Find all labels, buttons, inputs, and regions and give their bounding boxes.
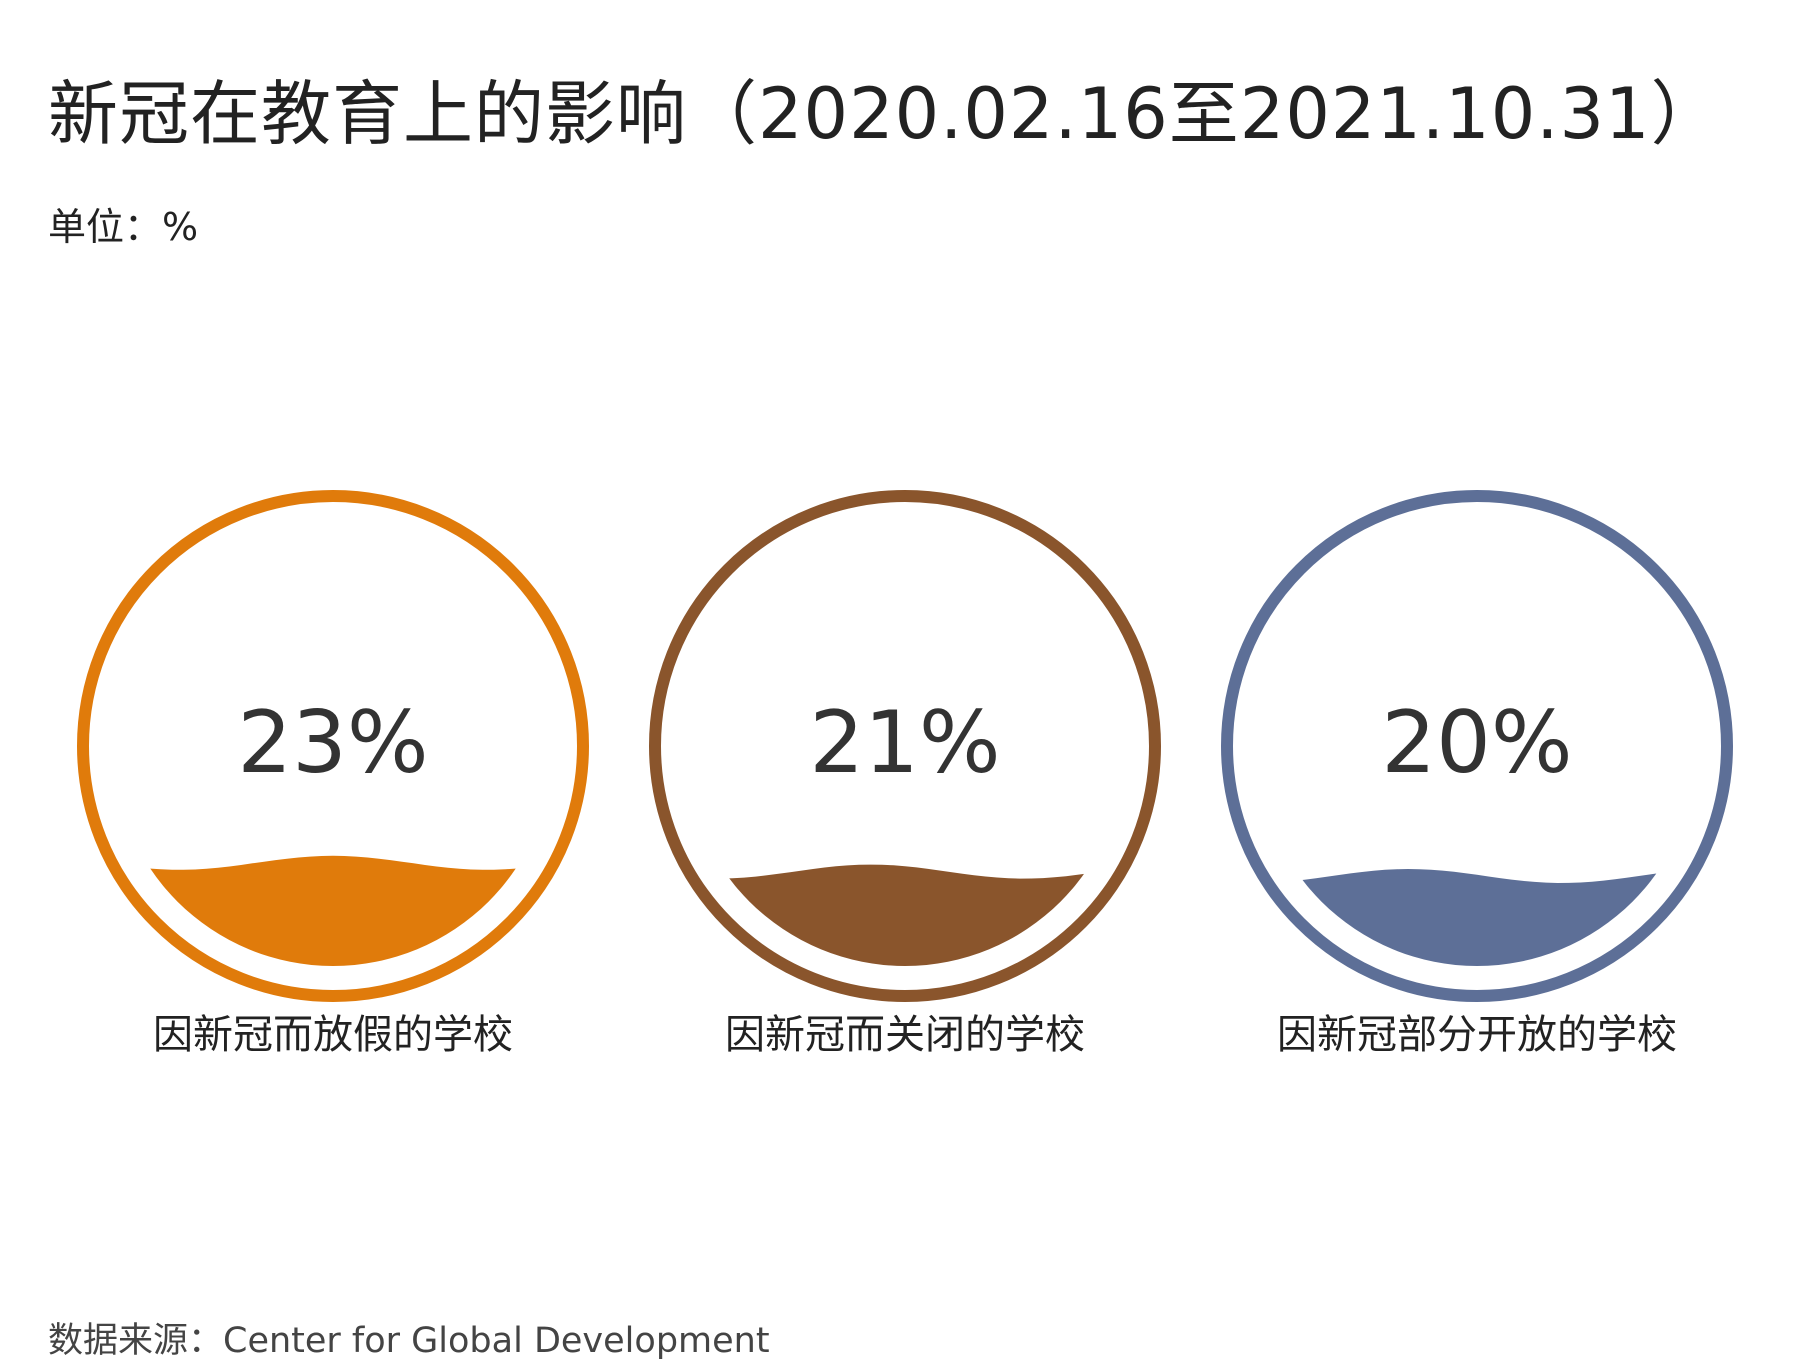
gauge-3-value-label: 20% [1381, 693, 1572, 793]
gauge-2: 21% 因新冠而关闭的学校 [649, 490, 1161, 1058]
gauge-1-category-label: 因新冠而放假的学校 [153, 1012, 513, 1058]
gauge-3-category-label: 因新冠部分开放的学校 [1277, 1012, 1677, 1058]
gauge-1-fill [113, 855, 553, 966]
gauge-3-ring [1221, 490, 1733, 1002]
gauge-3-fill [1257, 869, 1697, 966]
gauge-2-fill [685, 864, 1125, 966]
gauge-2-value-label: 21% [809, 693, 1000, 793]
source-note: 数据来源：Center for Global Development [48, 1321, 770, 1361]
chart-title: 新冠在教育上的影响（2020.02.16至2021.10.31） [48, 73, 1722, 155]
gauge-3: 20% 因新冠部分开放的学校 [1221, 490, 1733, 1058]
gauge-1: 23% 因新冠而放假的学校 [77, 490, 589, 1058]
gauge-1-ring [77, 490, 589, 1002]
unit-label: 单位：% [48, 205, 199, 249]
gauge-2-ring [649, 490, 1161, 1002]
gauge-2-category-label: 因新冠而关闭的学校 [725, 1012, 1085, 1058]
gauge-1-value-label: 23% [237, 693, 428, 793]
